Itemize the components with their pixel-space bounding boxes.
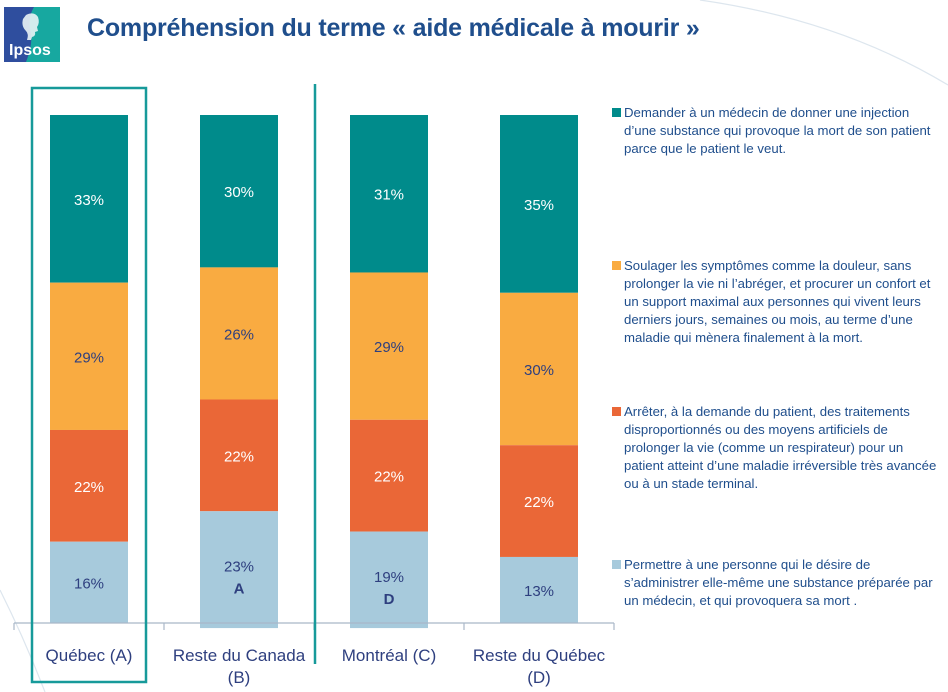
legend-item-self-administer: Permettre à une personne qui le désire d… bbox=[612, 556, 942, 610]
legend-swatch-red-orange bbox=[612, 407, 621, 416]
bar-segment-reste-du-canada-b-series-3 bbox=[200, 399, 278, 512]
category-label: Québec (A) bbox=[46, 646, 133, 665]
data-label: 23% bbox=[224, 559, 254, 576]
data-label: 19% bbox=[374, 569, 404, 586]
data-label: 29% bbox=[74, 349, 104, 366]
data-label: 35% bbox=[524, 197, 554, 214]
data-label: 30% bbox=[524, 362, 554, 379]
logo-text: Ipsos bbox=[9, 42, 51, 59]
page-title: Compréhension du terme « aide médicale à… bbox=[87, 14, 700, 42]
bar-segment-montreal-c-series-3 bbox=[350, 419, 428, 532]
bar-segment-montreal-c-series-2 bbox=[350, 272, 428, 420]
bar-segment-quebec-a-series-3 bbox=[50, 429, 128, 542]
bar-segment-reste-du-quebec-d-series-1 bbox=[500, 115, 578, 293]
bar-segment-reste-du-canada-b-series-2 bbox=[200, 267, 278, 400]
category-label: Montréal (C) bbox=[342, 646, 436, 665]
data-label: 22% bbox=[374, 469, 404, 486]
data-label: 26% bbox=[224, 326, 254, 343]
bar-segment-reste-du-quebec-d-series-2 bbox=[500, 292, 578, 446]
bar-segment-reste-du-quebec-d-series-3 bbox=[500, 445, 578, 557]
legend-item-palliative: Soulager les symptômes comme la douleur,… bbox=[612, 257, 942, 347]
data-label: 13% bbox=[524, 583, 554, 600]
bar-segment-reste-du-quebec-d-series-4 bbox=[500, 556, 578, 623]
significance-marker: A bbox=[234, 581, 245, 598]
data-label: 31% bbox=[374, 187, 404, 204]
highlight-frame-quebec bbox=[30, 86, 148, 684]
legend-item-stop-treatment: Arrêter, à la demande du patient, des tr… bbox=[612, 403, 942, 493]
significance-marker: D bbox=[384, 591, 395, 608]
labels-layer: 33% 29% 22% 16% Québec (A) 30% 26% 22% 23% A Reste… bbox=[46, 184, 606, 687]
category-label: Reste du Canada bbox=[173, 646, 306, 665]
category-label: Reste du Québec bbox=[473, 646, 606, 665]
legend-swatch-light-blue bbox=[612, 560, 621, 569]
bar-segment-reste-du-canada-b-series-4 bbox=[200, 511, 278, 629]
data-label: 16% bbox=[74, 575, 104, 592]
data-label: 22% bbox=[224, 448, 254, 465]
data-label: 33% bbox=[74, 192, 104, 209]
legend-item-injection: Demander à un médecin de donner une inje… bbox=[612, 104, 942, 158]
legend-text: Arrêter, à la demande du patient, des tr… bbox=[624, 404, 937, 491]
bars-layer bbox=[50, 115, 578, 629]
decorative-arc-top bbox=[699, 0, 948, 86]
data-label: 22% bbox=[74, 479, 104, 496]
category-label-line2: (B) bbox=[228, 668, 251, 687]
bar-segment-quebec-a-series-4 bbox=[50, 541, 128, 623]
data-label: 29% bbox=[374, 339, 404, 356]
ipsos-logo: Ipsos bbox=[4, 7, 60, 62]
bar-segment-quebec-a-series-2 bbox=[50, 282, 128, 430]
bar-segment-montreal-c-series-4 bbox=[350, 531, 428, 629]
axis-layer bbox=[13, 84, 615, 684]
legend-swatch-orange bbox=[612, 261, 621, 270]
legend-text: Soulager les symptômes comme la douleur,… bbox=[624, 258, 931, 345]
data-label: 30% bbox=[224, 184, 254, 201]
legend-text: Demander à un médecin de donner une inje… bbox=[624, 105, 931, 156]
data-label: 22% bbox=[524, 494, 554, 511]
legend-swatch-teal bbox=[612, 108, 621, 117]
legend-text: Permettre à une personne qui le désire d… bbox=[624, 557, 933, 608]
bar-segment-montreal-c-series-1 bbox=[350, 115, 428, 273]
bar-segment-reste-du-canada-b-series-1 bbox=[200, 115, 278, 268]
bar-segment-quebec-a-series-1 bbox=[50, 115, 128, 283]
category-label-line2: (D) bbox=[527, 668, 551, 687]
